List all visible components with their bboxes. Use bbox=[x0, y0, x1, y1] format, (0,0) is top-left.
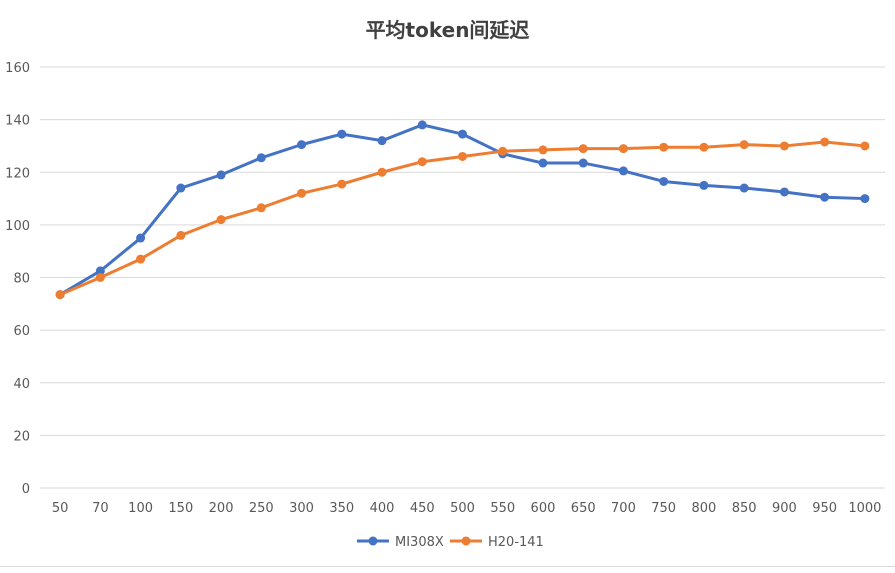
series-H20-141 bbox=[55, 137, 870, 300]
data-point bbox=[458, 151, 467, 161]
x-tick-label: 250 bbox=[249, 501, 274, 516]
legend-swatch-marker bbox=[461, 536, 471, 546]
data-point bbox=[256, 203, 266, 213]
y-tick-label: 20 bbox=[13, 429, 30, 444]
legend-item: H20-141 bbox=[450, 535, 544, 550]
series-line bbox=[58, 140, 867, 297]
data-point bbox=[659, 176, 669, 186]
data-point bbox=[578, 158, 588, 168]
data-point bbox=[95, 266, 105, 276]
data-point bbox=[739, 183, 749, 193]
data-point bbox=[699, 180, 709, 190]
x-tick-label: 650 bbox=[571, 501, 596, 516]
data-point bbox=[538, 145, 548, 155]
x-tick-label: 400 bbox=[370, 501, 395, 516]
data-point bbox=[297, 140, 307, 150]
x-tick-label: 950 bbox=[812, 501, 837, 516]
x-tick-label: 550 bbox=[490, 501, 515, 516]
x-tick-label: 150 bbox=[168, 501, 193, 516]
data-point bbox=[618, 144, 628, 154]
y-tick-label: 60 bbox=[13, 324, 30, 339]
gridlines bbox=[40, 66, 885, 489]
data-point bbox=[860, 194, 870, 204]
x-tick-label: 300 bbox=[289, 501, 314, 516]
data-point bbox=[216, 170, 226, 180]
x-tick-label: 350 bbox=[329, 501, 354, 516]
data-point bbox=[578, 144, 588, 154]
x-tick-label: 800 bbox=[692, 501, 717, 516]
x-tick-label: 500 bbox=[450, 501, 475, 516]
data-point bbox=[256, 153, 266, 163]
x-tick-label: 700 bbox=[611, 501, 636, 516]
data-point bbox=[55, 290, 65, 300]
legend-item: MI308X bbox=[357, 535, 444, 550]
data-point bbox=[739, 140, 749, 150]
data-point bbox=[176, 230, 186, 240]
data-point bbox=[860, 141, 870, 151]
data-point bbox=[176, 183, 186, 193]
bottom-edge-line bbox=[0, 566, 895, 567]
legend-label: H20-141 bbox=[488, 535, 544, 550]
data-point bbox=[498, 146, 508, 156]
data-point bbox=[779, 187, 789, 197]
y-axis-tick-labels: 0 20 40 60 80 100 120 140 160 bbox=[5, 61, 30, 497]
data-point bbox=[297, 188, 307, 198]
data-point bbox=[337, 129, 347, 139]
data-point bbox=[820, 192, 830, 202]
legend-swatch-marker bbox=[368, 536, 378, 546]
data-point bbox=[417, 120, 427, 130]
y-tick-label: 120 bbox=[5, 166, 30, 181]
x-tick-label: 600 bbox=[531, 501, 556, 516]
data-point bbox=[136, 233, 146, 243]
y-tick-label: 160 bbox=[5, 61, 30, 76]
data-point bbox=[377, 136, 387, 146]
y-tick-label: 100 bbox=[5, 219, 30, 234]
x-tick-label: 900 bbox=[772, 501, 797, 516]
x-tick-label: 50 bbox=[52, 501, 69, 516]
y-tick-label: 140 bbox=[5, 114, 30, 129]
data-point bbox=[337, 179, 347, 189]
data-point bbox=[417, 157, 427, 167]
data-point bbox=[538, 158, 548, 168]
x-tick-label: 1000 bbox=[848, 501, 881, 516]
x-tick-label: 750 bbox=[651, 501, 676, 516]
data-point bbox=[136, 254, 146, 264]
x-axis-tick-labels: 50 70 100 150 200 250 300 350 400 450 500 550 600 650… bbox=[52, 501, 882, 516]
data-point bbox=[820, 137, 830, 147]
data-point bbox=[699, 142, 709, 152]
data-point bbox=[95, 273, 105, 282]
data-point bbox=[458, 129, 467, 139]
x-tick-label: 850 bbox=[732, 501, 757, 516]
chart-title: 平均token间延迟 bbox=[365, 18, 530, 42]
x-tick-label: 100 bbox=[128, 501, 153, 516]
data-point bbox=[779, 141, 789, 151]
data-point bbox=[618, 166, 628, 176]
data-point bbox=[377, 167, 387, 177]
y-tick-label: 80 bbox=[13, 272, 30, 287]
y-tick-label: 0 bbox=[22, 482, 30, 497]
series-line bbox=[58, 123, 867, 297]
data-point bbox=[216, 215, 226, 225]
y-tick-label: 40 bbox=[13, 377, 30, 392]
x-tick-label: 70 bbox=[92, 501, 109, 516]
legend: MI308X H20-141 bbox=[357, 535, 544, 550]
data-point bbox=[659, 142, 669, 152]
legend-label: MI308X bbox=[395, 535, 444, 550]
x-tick-label: 200 bbox=[209, 501, 234, 516]
series-lines bbox=[55, 120, 870, 300]
x-tick-label: 450 bbox=[410, 501, 435, 516]
